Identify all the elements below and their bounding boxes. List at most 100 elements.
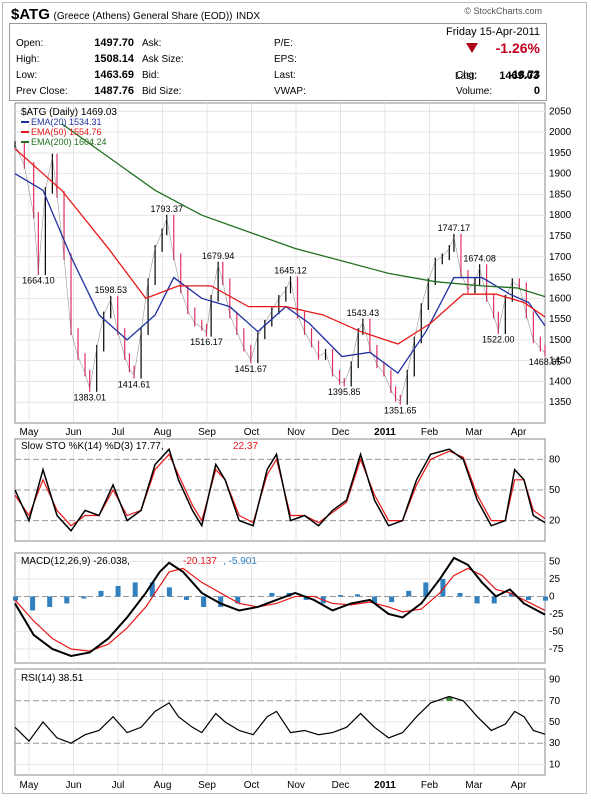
chart-title: $ATG (Greece (Athens) General Share (EOD… — [11, 6, 260, 23]
x-tick-label: Jun — [65, 427, 81, 438]
high-label: High: — [16, 54, 40, 65]
macd-hist-bar — [406, 590, 412, 597]
macd-hist-bar — [491, 596, 497, 604]
macd-hist-bar — [320, 596, 326, 604]
x-tick-label: Nov — [287, 427, 305, 438]
macd-hist-bar — [303, 596, 309, 600]
volume-value: 0 — [533, 85, 540, 97]
price-annotation: 1679.94 — [202, 251, 235, 261]
price-annotation: 1522.00 — [482, 335, 515, 345]
chg-value: -18.73 — [508, 69, 540, 81]
down-arrow-icon — [466, 43, 478, 53]
exchange: INDX — [236, 11, 261, 22]
legend-ema200: EMA(200) 1604.24 — [31, 137, 107, 147]
security-name: (Greece (Athens) General Share (EOD)) — [53, 11, 233, 22]
macd-hist-bar — [235, 596, 241, 604]
x-tick-label: Dec — [332, 427, 350, 438]
macd-tick-label: 25 — [549, 574, 561, 585]
x-tick-label-bottom: Nov — [287, 780, 305, 791]
price-annotation: 1645.12 — [274, 266, 307, 276]
price-annotation: 1543.43 — [347, 308, 380, 318]
rsi-tick-label: 50 — [549, 717, 561, 728]
x-tick-label: Apr — [511, 427, 527, 438]
macd-hist-bar — [64, 596, 70, 604]
price-annotation: 1351.65 — [384, 406, 417, 416]
macd-hist-bar — [47, 596, 53, 607]
rsi-tick-label: 10 — [549, 759, 561, 770]
price-annotation: 1664.10 — [22, 276, 55, 286]
macd-hist-bar — [269, 592, 275, 597]
last-label-right: Last: — [455, 71, 477, 82]
bid-label: Bid: — [142, 70, 160, 81]
legend-ema20: EMA(20) 1534.31 — [31, 117, 102, 127]
ema-line-2 — [14, 148, 546, 345]
macd-hist-bar — [183, 596, 189, 600]
price-line — [14, 144, 546, 402]
x-tick-label: Aug — [154, 427, 172, 438]
macd-hist-bar — [201, 596, 207, 607]
macd-hist-bar — [30, 596, 36, 611]
x-tick-label-bottom: Jun — [65, 780, 81, 791]
legend-ema50: EMA(50) 1554.76 — [31, 127, 102, 137]
macd-hist-bar — [98, 590, 104, 597]
macd-hist-bar — [389, 596, 395, 603]
y-tick-label: 1800 — [549, 210, 572, 221]
macd-hist-bar — [474, 596, 480, 604]
price-annotation: 1383.01 — [73, 393, 106, 403]
open-label: Open: — [16, 38, 44, 49]
macd-legend-signal: -20.137 — [183, 556, 217, 567]
ema-line-3 — [61, 123, 546, 298]
x-tick-label: Oct — [244, 427, 260, 438]
y-tick-label: 1500 — [549, 335, 572, 346]
price-annotation: 1395.85 — [328, 387, 361, 397]
prev-close-label: Prev Close: — [16, 86, 68, 97]
rsi-overbought-fill — [446, 696, 453, 701]
macd-hist-bar — [218, 596, 224, 607]
y-tick-label: 1650 — [549, 273, 572, 284]
x-tick-label: Mar — [465, 427, 483, 438]
rsi-tick-label: 90 — [549, 675, 561, 686]
x-tick-label-bottom: Jul — [112, 780, 125, 791]
price-annotation: 1516.17 — [190, 337, 223, 347]
y-tick-label: 2050 — [549, 106, 572, 117]
macd-hist-bar — [115, 585, 121, 597]
macd-hist-bar — [440, 578, 446, 597]
x-tick-label-bottom: Mar — [465, 780, 483, 791]
x-tick-label-bottom: Dec — [332, 780, 350, 791]
ema-line-1 — [14, 173, 546, 375]
bid-size-label: Bid Size: — [142, 86, 182, 97]
chart-svg: May May Jun Jun Jul Jul Aug Aug Sep Sep Oct Oct Nov N… — [13, 102, 572, 791]
rsi-line — [14, 695, 546, 744]
x-tick-label-bottom: Sep — [198, 780, 216, 791]
sto-legend: Slow STO %K(14) %D(3) 17.77, — [21, 441, 164, 452]
x-tick-label-bottom: Feb — [421, 780, 439, 791]
macd-hist-bar — [337, 595, 343, 597]
x-tick-label: Jul — [112, 427, 125, 438]
sto-legend-d: 22.37 — [233, 441, 258, 452]
sto-d-line — [14, 450, 546, 527]
panel-0-border — [14, 102, 546, 424]
macd-hist-bar — [508, 592, 514, 597]
macd-tick-label: -25 — [549, 609, 564, 620]
macd-hist-bar — [81, 596, 87, 599]
legend-main: $ATG (Daily) 1469.03 — [21, 107, 117, 118]
x-tick-label: May — [20, 427, 39, 438]
last-label: Last: — [274, 70, 296, 81]
price-annotation: 1674.08 — [463, 254, 496, 264]
macd-tick-label: 0 — [549, 591, 555, 602]
macd-hist-bar — [149, 582, 155, 597]
x-tick-label-bottom: Aug — [154, 780, 172, 791]
y-tick-label: 1750 — [549, 231, 572, 242]
sto-tick-label: 20 — [549, 516, 561, 527]
y-tick-label: 2000 — [549, 127, 572, 138]
watermark: © StockCharts.com — [464, 6, 542, 16]
ask-label: Ask: — [142, 38, 162, 49]
y-tick-label: 1350 — [549, 397, 572, 408]
macd-signal-line — [14, 567, 546, 652]
last-value: 1469.03 — [499, 70, 539, 82]
macd-hist-bar — [543, 596, 548, 601]
x-tick-label: Sep — [198, 427, 216, 438]
x-tick-label-bottom: 2011 — [374, 780, 396, 791]
price-annotation: 1468.65 — [529, 357, 562, 367]
chg-label: Chg: — [456, 70, 478, 81]
